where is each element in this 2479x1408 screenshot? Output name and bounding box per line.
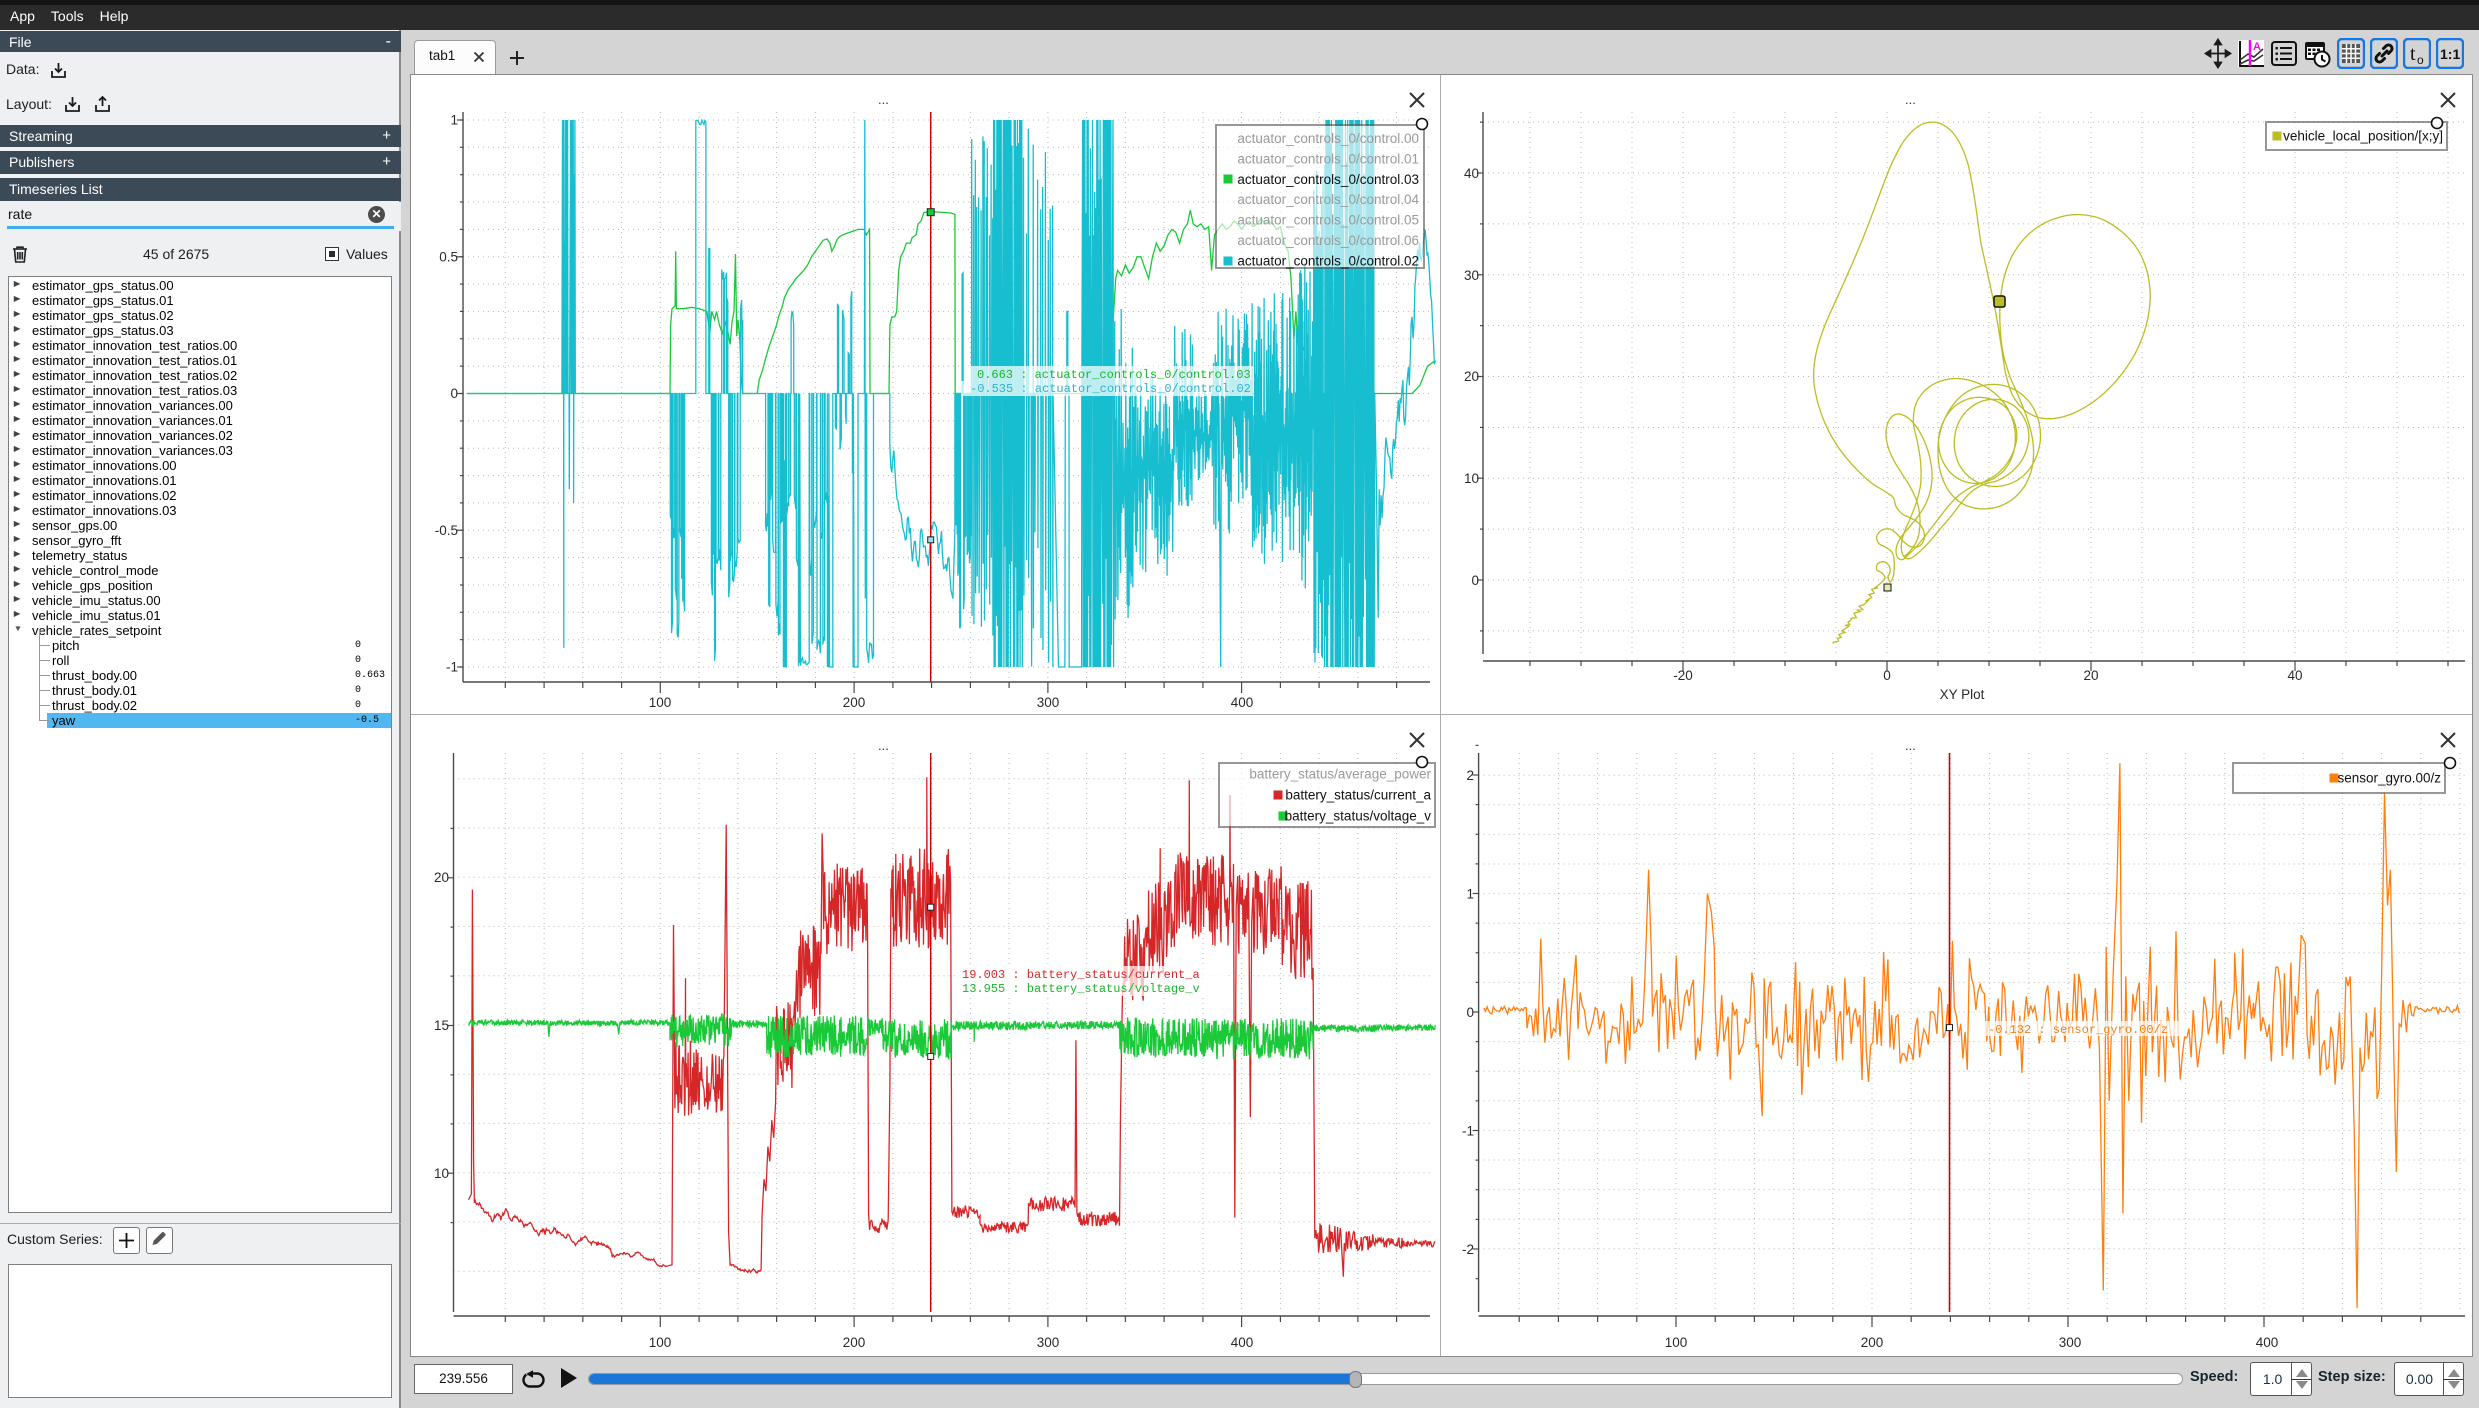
svg-text:-0.535 : actuator_controls_0/c: -0.535 : actuator_controls_0/control.02 — [970, 382, 1251, 396]
svg-text:...: ... — [878, 738, 889, 753]
svg-text:1: 1 — [1466, 887, 1474, 902]
svg-text:40: 40 — [2287, 668, 2302, 683]
svg-text:...: ... — [878, 92, 889, 107]
svg-text:t: t — [2410, 43, 2416, 65]
svg-text:0: 0 — [1466, 1005, 1474, 1020]
svg-text:actuator_controls_0/control.06: actuator_controls_0/control.06 — [1237, 233, 1419, 248]
svg-text:100: 100 — [1665, 1335, 1688, 1350]
svg-text:vehicle_local_position/[x;y]: vehicle_local_position/[x;y] — [2283, 129, 2443, 144]
svg-text:-20: -20 — [1673, 668, 1693, 683]
svg-text:400: 400 — [1231, 1335, 1254, 1350]
svg-text:0.663 : actuator_controls_0/co: 0.663 : actuator_controls_0/control.03 — [977, 368, 1251, 382]
svg-text:200: 200 — [843, 695, 866, 710]
svg-text:...: ... — [1905, 738, 1916, 753]
svg-text:0.5: 0.5 — [439, 250, 458, 265]
svg-text:actuator_controls_0/control.00: actuator_controls_0/control.00 — [1237, 131, 1419, 146]
svg-text:100: 100 — [649, 695, 672, 710]
svg-text:40: 40 — [1464, 166, 1479, 181]
svg-text:400: 400 — [2256, 1335, 2279, 1350]
svg-text:300: 300 — [1037, 695, 1060, 710]
svg-text:sensor_gyro.00/z: sensor_gyro.00/z — [2337, 771, 2441, 786]
svg-text:-2: -2 — [1462, 1242, 1474, 1257]
svg-text:actuator_controls_0/control.01: actuator_controls_0/control.01 — [1237, 151, 1419, 166]
svg-text:100: 100 — [649, 1335, 672, 1350]
svg-text:300: 300 — [1037, 1335, 1060, 1350]
svg-text:10: 10 — [434, 1166, 449, 1181]
svg-text:19.003 : battery_status/curren: 19.003 : battery_status/current_a — [962, 968, 1200, 982]
svg-text:-1: -1 — [446, 660, 458, 675]
svg-text:...: ... — [1905, 92, 1916, 107]
svg-text:A: A — [2253, 41, 2261, 53]
svg-text:battery_status/average_power: battery_status/average_power — [1249, 767, 1431, 782]
svg-text:2: 2 — [1466, 768, 1474, 783]
svg-text:actuator_controls_0/control.04: actuator_controls_0/control.04 — [1237, 192, 1419, 207]
svg-text:10: 10 — [1464, 471, 1479, 486]
svg-text:o: o — [2417, 53, 2424, 67]
svg-text:20: 20 — [1464, 369, 1479, 384]
svg-text:0: 0 — [1883, 668, 1891, 683]
svg-text:0: 0 — [1471, 573, 1479, 588]
svg-text:200: 200 — [843, 1335, 866, 1350]
svg-text:400: 400 — [1231, 695, 1254, 710]
svg-text:300: 300 — [2059, 1335, 2082, 1350]
svg-text:30: 30 — [1464, 268, 1479, 283]
svg-text:20: 20 — [434, 870, 449, 885]
svg-text:battery_status/current_a: battery_status/current_a — [1285, 788, 1431, 803]
svg-text:20: 20 — [2083, 668, 2098, 683]
svg-text:battery_status/voltage_v: battery_status/voltage_v — [1285, 809, 1432, 824]
svg-text:1:1: 1:1 — [2440, 46, 2460, 62]
svg-text:200: 200 — [1861, 1335, 1884, 1350]
svg-text:-0.5: -0.5 — [435, 523, 458, 538]
svg-text:0: 0 — [450, 386, 458, 401]
svg-text:-0.132 : sensor_gyro.00/z: -0.132 : sensor_gyro.00/z — [1988, 1023, 2168, 1037]
svg-text:1: 1 — [450, 113, 458, 128]
svg-text:15: 15 — [434, 1018, 449, 1033]
svg-text:actuator_controls_0/control.03: actuator_controls_0/control.03 — [1237, 172, 1419, 187]
svg-text:13.955 : battery_status/voltag: 13.955 : battery_status/voltage_v — [962, 982, 1200, 996]
svg-text:actuator_controls_0/control.05: actuator_controls_0/control.05 — [1237, 213, 1419, 228]
svg-text:-1: -1 — [1462, 1124, 1474, 1139]
svg-text:XY Plot: XY Plot — [1940, 687, 1985, 702]
svg-text:actuator_controls_0/control.02: actuator_controls_0/control.02 — [1237, 253, 1419, 268]
